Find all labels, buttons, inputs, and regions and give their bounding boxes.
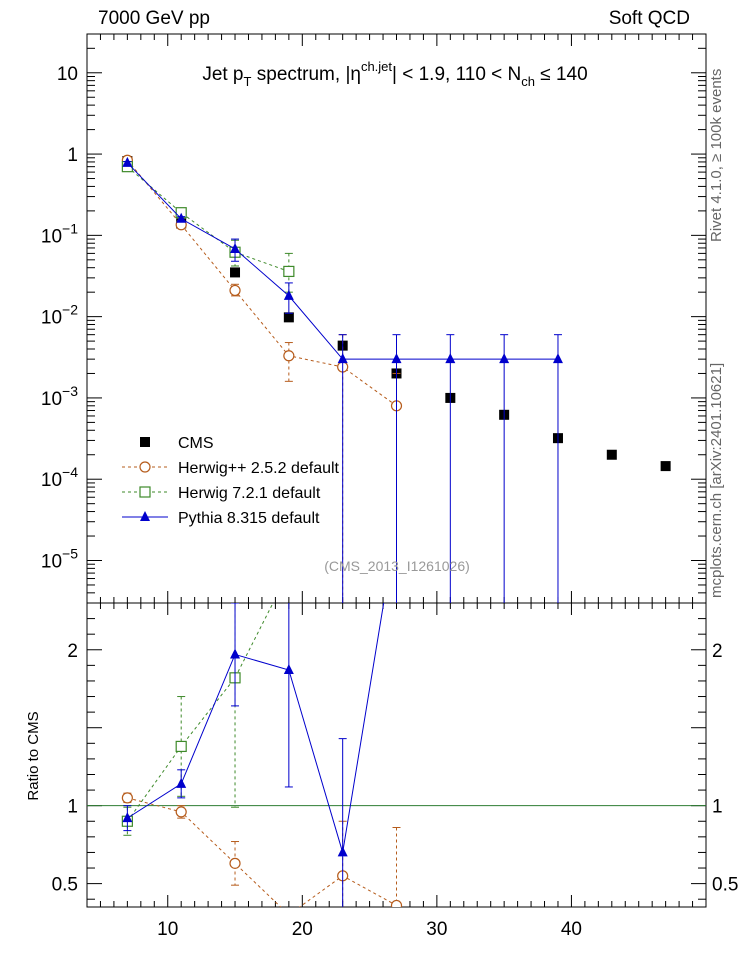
series-layer	[121, 154, 671, 907]
ratio-y-axis-label: Ratio to CMS	[25, 711, 42, 800]
pythia-8-315-default-line	[127, 162, 558, 360]
x-tick-label: 30	[426, 919, 447, 940]
main-panel-series	[121, 154, 671, 603]
ratio-tick-label-left: 1	[67, 797, 78, 818]
pythia-8-315-default-point	[176, 212, 187, 223]
pythia-8-315-default-ratio-line	[127, 603, 385, 853]
legend-herwig-2-5-2-default-label: Herwig++ 2.5.2 default	[178, 460, 340, 477]
ratio-panel-series	[121, 567, 403, 907]
ratio-tick-label-right: 1	[712, 797, 723, 818]
ratio-tick-label-right: 0.5	[712, 875, 738, 896]
y-tick-label: 10	[57, 64, 78, 85]
y-tick-label: 1	[67, 145, 78, 166]
pythia-8-315-default-ratio-point	[283, 664, 294, 675]
pythia-8-315-default-point	[122, 156, 133, 167]
pythia-8-315-default-ratio-point	[122, 812, 133, 823]
herwig-2-5-2-default-line	[126, 159, 397, 407]
ratio-tick-label-right: 2	[712, 641, 723, 662]
mcplots-reference-label: mcplots.cern.ch [arXiv:2401.10621]	[708, 362, 725, 598]
pythia-8-315-default-point	[391, 353, 402, 364]
legend-herwig-7-2-1-default-marker	[139, 486, 151, 498]
herwig-2-5-2-default-ratio-point	[390, 899, 403, 907]
herwig-2-5-2-default-ratio-point	[121, 792, 133, 804]
y-tick-label: 10−4	[41, 464, 78, 491]
herwig-2-5-2-default-point	[283, 350, 295, 362]
herwig-2-5-2-default-point	[229, 284, 241, 297]
x-tick-label: 10	[157, 919, 178, 940]
pythia-8-315-default-ratio-point	[230, 648, 241, 659]
legend-cms-label: CMS	[178, 435, 214, 452]
legend-pythia-8-315-default-marker	[140, 511, 150, 521]
rivet-version-label: Rivet 4.1.0, ≥ 100k events	[708, 68, 725, 242]
legend-pythia-8-315-default-label: Pythia 8.315 default	[178, 510, 320, 527]
pythia-8-315-default-ratio-point	[337, 846, 348, 857]
herwig-2-5-2-default-ratio-point	[229, 857, 241, 869]
y-tick-label: 10−2	[41, 302, 78, 329]
y-tick-label: 10−5	[41, 545, 78, 572]
legend-herwig-2-5-2-default-marker	[139, 461, 151, 473]
y-tick-label: 10−3	[41, 383, 78, 410]
herwig-7-2-1-default-point	[283, 265, 295, 278]
pythia-8-315-default-point	[552, 353, 563, 364]
ratio-tick-label-left: 0.5	[52, 875, 78, 896]
ratio-plot-frame	[86, 602, 707, 908]
ratio-tick-label-left: 2	[67, 641, 78, 662]
analysis-watermark: (CMS_2013_I1261026)	[324, 558, 470, 574]
herwig-7-2-1-default-ratio-point	[284, 567, 294, 577]
x-tick-label: 20	[292, 919, 313, 940]
cms-point	[660, 461, 671, 472]
herwig-2-5-2-default-ratio-point	[175, 806, 187, 818]
chart-title: Jet pT spectrum, |ηch.jet| < 1.9, 110 < …	[202, 59, 587, 89]
pythia-8-315-default-point	[283, 289, 294, 300]
cms-point	[283, 312, 294, 323]
legend-herwig-7-2-1-default-label: Herwig 7.2.1 default	[178, 485, 321, 502]
axes: 10 20 30 40 10 1 10−1 10−2 10−3 10−4 10−5 2 2 1 1 0.5 0.…	[41, 33, 738, 940]
legend-cms-marker	[140, 437, 150, 447]
pythia-8-315-default-point	[445, 353, 456, 364]
x-tick-label: 40	[561, 919, 582, 940]
pythia-8-315-default-ratio-point	[176, 777, 187, 788]
cms-point	[230, 267, 241, 278]
herwig-7-2-1-default-line	[127, 166, 290, 272]
legend: CMS Herwig++ 2.5.2 default Herwig 7.2.1 de…	[122, 435, 340, 527]
pythia-8-315-default-point	[230, 242, 241, 253]
pythia-8-315-default-point	[337, 353, 348, 364]
energy-label: 7000 GeV pp	[98, 8, 210, 29]
y-tick-label: 10−1	[41, 220, 78, 247]
herwig-7-2-1-default-ratio-point	[175, 740, 187, 753]
cms-point	[606, 449, 617, 460]
pythia-8-315-default-point	[499, 353, 510, 364]
category-label: Soft QCD	[608, 8, 690, 29]
herwig-7-2-1-default-ratio-line	[126, 603, 274, 822]
